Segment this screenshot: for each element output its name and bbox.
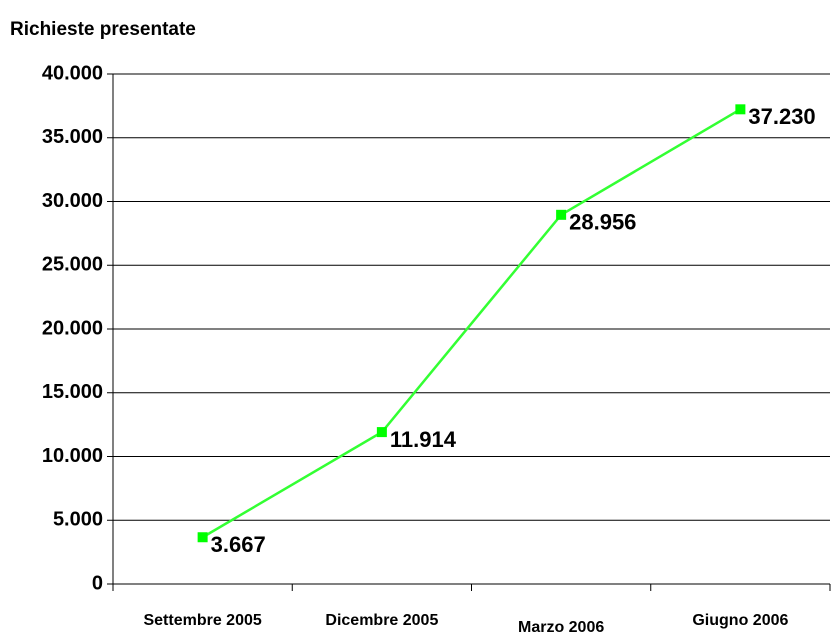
y-tick-label: 20.000 (42, 317, 103, 339)
y-tick-label: 15.000 (42, 381, 103, 403)
y-tick-label: 35.000 (42, 126, 103, 148)
x-tick-label: Settembre 2005 (143, 612, 261, 629)
data-marker (197, 532, 208, 543)
data-label: 3.667 (211, 532, 266, 557)
data-marker (556, 209, 567, 220)
y-tick-label: 0 (92, 572, 103, 594)
x-tick-label: Giugno 2006 (692, 612, 788, 629)
chart-title: Richieste presentate (10, 19, 196, 40)
data-marker (735, 104, 746, 115)
y-tick-label: 10.000 (42, 445, 103, 467)
y-tick-label: 25.000 (42, 254, 103, 276)
y-tick-label: 5.000 (53, 509, 103, 531)
x-tick-label: Marzo 2006 (518, 619, 604, 635)
data-marker (376, 427, 387, 438)
y-tick-label: 30.000 (42, 190, 103, 212)
data-label: 11.914 (390, 427, 457, 452)
data-label: 37.230 (748, 104, 815, 129)
x-tick-label: Dicembre 2005 (325, 612, 438, 629)
y-tick-label: 40.000 (42, 62, 103, 84)
data-line (201, 108, 742, 539)
data-label: 28.956 (569, 210, 636, 235)
